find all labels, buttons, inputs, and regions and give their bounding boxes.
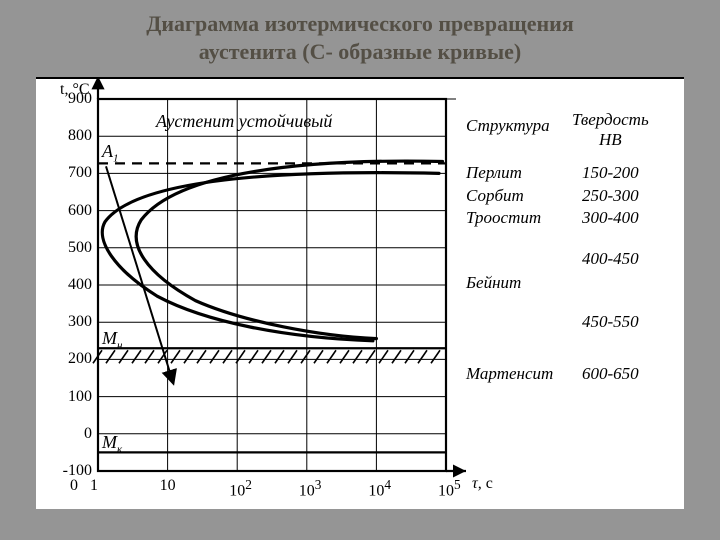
x-tick-label: 10 [160,477,176,495]
hardness-value: 400-450 [582,249,639,269]
mk-label: Mк [102,432,122,456]
col-hardness-head: ТвердостьHB [572,110,649,150]
y-tick-label: 500 [60,239,92,257]
mn-label: Mн [102,328,122,352]
col-structure-head: Структура [466,116,550,136]
austenite-stable-label: Аустенит устойчивый [156,111,332,132]
y-tick-label: 800 [60,127,92,145]
ttt-diagram: t, °C-1000100200300400500600700800900011… [36,77,684,509]
x-axis-title: τ, с [472,475,493,493]
x-tick-label: 0 [70,477,78,495]
x-tick-label: 104 [368,477,391,500]
y-tick-label: 200 [60,350,92,368]
title-line-1: Диаграмма изотермического превращения [20,10,700,38]
x-tick-label: 103 [299,477,322,500]
y-tick-label: 700 [60,164,92,182]
structure-name: Сорбит [466,186,524,206]
structure-name: Бейнит [466,273,521,293]
y-tick-label: 600 [60,202,92,220]
y-tick-label: 900 [60,90,92,108]
hardness-value: 600-650 [582,364,639,384]
x-tick-label: 102 [229,477,252,500]
hardness-value: 150-200 [582,163,639,183]
x-tick-label: 1 [90,477,98,495]
hardness-value: 450-550 [582,312,639,332]
title-line-2: аустенита (С- образные кривые) [20,38,700,66]
y-tick-label: 0 [60,425,92,443]
hardness-value: 250-300 [582,186,639,206]
structure-name: Мартенсит [466,364,553,384]
structure-name: Троостит [466,208,541,228]
y-tick-label: 300 [60,313,92,331]
y-tick-label: 100 [60,388,92,406]
hardness-value: 300-400 [582,208,639,228]
a1-label: A1 [102,141,119,165]
x-tick-label: 105 [438,477,461,500]
y-tick-label: 400 [60,276,92,294]
structure-name: Перлит [466,163,522,183]
